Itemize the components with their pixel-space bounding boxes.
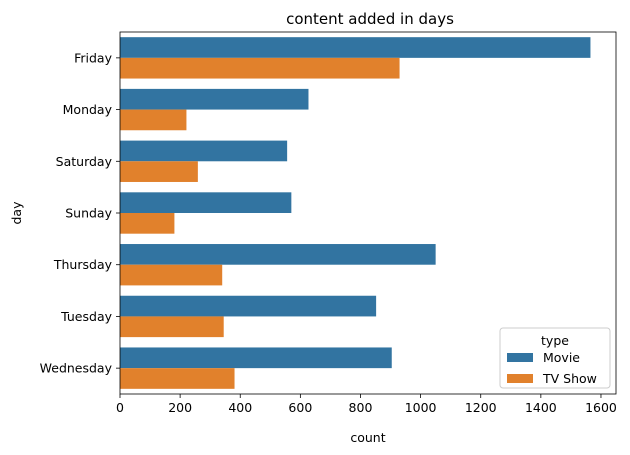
bar-movie-sunday [120, 192, 292, 213]
bar-movie-wednesday [120, 347, 392, 369]
bar-movie-monday [120, 88, 309, 110]
x-axis: 0 200 400 600 800 1000 1200 1400 1600 [116, 394, 617, 415]
x-tick-label-200: 200 [168, 400, 192, 415]
y-tick-label-friday: Friday [74, 50, 112, 65]
bar-tv-show-sunday [120, 213, 175, 234]
bar-tv-show-saturday [120, 161, 198, 182]
bar-movie-friday [120, 37, 591, 58]
x-axis-label: count [350, 430, 385, 445]
x-tick-label-1600: 1600 [585, 400, 617, 415]
legend-box [499, 327, 611, 389]
y-tick-label-wednesday: Wednesday [40, 361, 113, 376]
x-tick-label-600: 600 [288, 400, 312, 415]
bar-tv-show-friday [120, 57, 400, 79]
legend: type Movie TV Show [499, 327, 611, 389]
y-axis-label: day [9, 201, 24, 225]
bar-tv-show-tuesday [120, 316, 224, 338]
bar-tv-show-thursday [120, 264, 223, 286]
x-tick-label-0: 0 [116, 400, 124, 415]
legend-swatch-movie [507, 353, 533, 362]
bar-movie-thursday [120, 244, 436, 265]
legend-label-tv-show: TV Show [542, 371, 597, 386]
legend-swatch-tv-show [507, 374, 533, 383]
x-tick-label-1400: 1400 [525, 400, 557, 415]
bar-tv-show-monday [120, 109, 187, 131]
legend-title: type [541, 333, 569, 348]
y-tick-label-sunday: Sunday [65, 206, 112, 221]
bars-group [120, 37, 591, 389]
x-tick-label-1000: 1000 [405, 400, 437, 415]
chart-title: content added in days [286, 10, 454, 28]
bar-movie-tuesday [120, 295, 377, 317]
x-tick-label-400: 400 [228, 400, 252, 415]
legend-label-movie: Movie [543, 350, 580, 365]
y-tick-label-tuesday: Tuesday [60, 309, 112, 324]
x-tick-label-1200: 1200 [465, 400, 497, 415]
y-tick-label-saturday: Saturday [56, 154, 113, 169]
x-tick-label-800: 800 [349, 400, 373, 415]
bar-movie-saturday [120, 140, 288, 162]
y-tick-label-thursday: Thursday [53, 257, 113, 272]
y-tick-label-monday: Monday [63, 102, 113, 117]
bar-tv-show-wednesday [120, 368, 235, 389]
y-axis: Friday Monday Saturday Sunday Thursday Tuesda… [40, 50, 120, 376]
